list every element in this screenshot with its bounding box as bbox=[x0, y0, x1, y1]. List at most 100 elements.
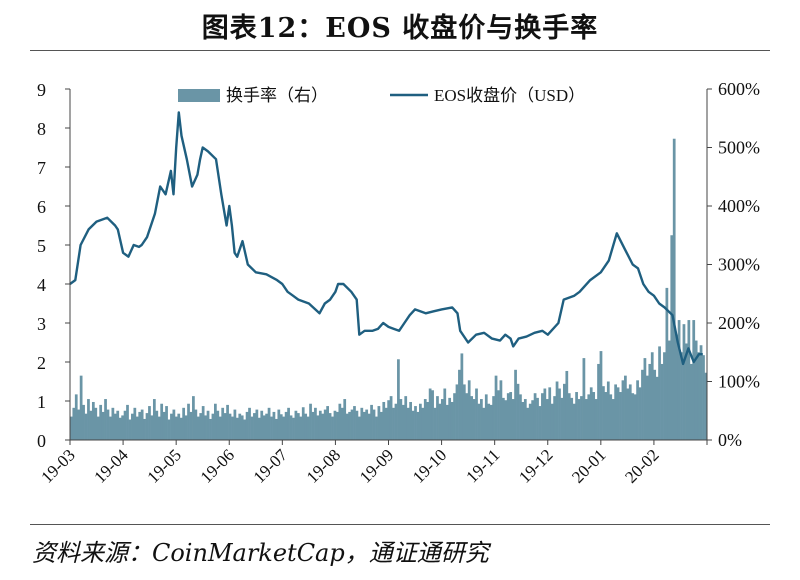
turnover-bar bbox=[536, 397, 539, 440]
turnover-bar bbox=[87, 399, 90, 440]
turnover-bar bbox=[340, 407, 344, 440]
turnover-bar bbox=[370, 404, 373, 440]
turnover-bar bbox=[523, 399, 527, 440]
turnover-bar bbox=[174, 416, 178, 440]
turnover-bar bbox=[260, 410, 264, 440]
turnover-bar bbox=[94, 407, 98, 440]
turnover-bar bbox=[694, 340, 698, 440]
turnover-bar bbox=[392, 407, 395, 440]
left-tick-label: 0 bbox=[37, 431, 46, 451]
turnover-bar bbox=[201, 406, 205, 440]
turnover-bar bbox=[633, 394, 637, 440]
turnover-bar bbox=[243, 419, 247, 440]
turnover-bar bbox=[680, 352, 683, 440]
turnover-bar bbox=[238, 413, 242, 440]
turnover-bar bbox=[145, 413, 149, 440]
turnover-bar bbox=[387, 400, 391, 440]
turnover-bar bbox=[323, 409, 327, 440]
turnover-bar bbox=[279, 414, 283, 440]
turnover-bar bbox=[377, 406, 381, 440]
turnover-bar bbox=[689, 363, 693, 440]
legend: 换手率（右） EOS收盘价（USD） bbox=[178, 86, 585, 105]
turnover-bar bbox=[216, 410, 220, 440]
turnover-bar bbox=[299, 416, 303, 440]
turnover-bar bbox=[250, 416, 254, 440]
x-tick-label: 19-04 bbox=[90, 445, 132, 487]
x-tick-label: 19-12 bbox=[515, 445, 556, 486]
turnover-bar bbox=[143, 418, 146, 440]
turnover-bar bbox=[460, 353, 464, 440]
turnover-bar bbox=[277, 409, 281, 440]
price-line bbox=[69, 111, 703, 366]
turnover-bar bbox=[555, 381, 559, 440]
turnover-bar bbox=[584, 399, 588, 440]
turnover-bar bbox=[675, 334, 679, 440]
turnover-bar bbox=[326, 406, 329, 440]
turnover-bar bbox=[482, 407, 486, 440]
turnover-bar bbox=[170, 413, 173, 440]
turnover-bar bbox=[677, 320, 681, 440]
turnover-bar bbox=[206, 410, 210, 440]
turnover-bar bbox=[365, 409, 369, 440]
turnover-bar bbox=[338, 403, 342, 440]
turnover-bar bbox=[572, 403, 576, 440]
turnover-bar bbox=[465, 393, 469, 440]
turnover-bar bbox=[106, 409, 110, 440]
turnover-bar bbox=[397, 359, 400, 440]
turnover-bar bbox=[96, 416, 100, 440]
turnover-bar bbox=[336, 411, 339, 440]
turnover-bar bbox=[99, 404, 103, 440]
right-tick-label: 0% bbox=[718, 430, 742, 450]
turnover-bar bbox=[624, 375, 627, 440]
legend-label-turnover: 换手率（右） bbox=[226, 86, 328, 105]
turnover-bar bbox=[152, 399, 156, 440]
turnover-bar bbox=[135, 416, 139, 440]
turnover-bar bbox=[543, 388, 547, 440]
turnover-bar bbox=[318, 410, 322, 440]
turnover-bar bbox=[602, 386, 605, 440]
turnover-bar bbox=[343, 399, 347, 440]
turnover-bar bbox=[655, 376, 659, 440]
turnover-bar bbox=[204, 415, 207, 440]
turnover-bar bbox=[645, 375, 649, 440]
turnover-bar bbox=[189, 411, 193, 440]
x-tick-label: 20-01 bbox=[568, 445, 609, 486]
turnover-bar bbox=[636, 380, 639, 440]
turnover-bar bbox=[614, 384, 617, 440]
left-tick-label: 1 bbox=[37, 392, 46, 412]
turnover-bar bbox=[628, 384, 632, 440]
turnover-bar bbox=[658, 346, 661, 440]
turnover-bar bbox=[411, 410, 415, 440]
source-divider bbox=[30, 524, 770, 525]
turnover-bar bbox=[682, 324, 686, 440]
left-tick-label: 3 bbox=[37, 314, 46, 334]
turnover-bar bbox=[165, 406, 168, 440]
turnover-bar bbox=[409, 401, 412, 440]
turnover-bar bbox=[184, 415, 188, 440]
turnover-bar bbox=[70, 416, 73, 440]
turnover-bar bbox=[287, 407, 290, 440]
turnover-bar bbox=[131, 413, 134, 440]
title-divider bbox=[30, 50, 770, 51]
turnover-bar bbox=[416, 411, 420, 440]
turnover-bar bbox=[357, 416, 361, 440]
turnover-bar bbox=[248, 407, 251, 440]
turnover-bar bbox=[301, 407, 305, 440]
turnover-bar bbox=[84, 413, 88, 440]
turnover-bar bbox=[267, 407, 271, 440]
turnover-bar bbox=[438, 403, 442, 440]
turnover-bar bbox=[521, 401, 525, 440]
turnover-bar bbox=[133, 407, 137, 440]
left-tick-label: 4 bbox=[37, 275, 46, 295]
turnover-bar bbox=[372, 409, 376, 440]
turnover-bar bbox=[194, 409, 198, 440]
turnover-bar bbox=[575, 392, 578, 440]
turnover-bar bbox=[72, 407, 76, 440]
turnover-bar bbox=[440, 399, 444, 440]
right-tick-label: 500% bbox=[718, 138, 760, 158]
turnover-bar bbox=[265, 413, 268, 440]
turnover-bar bbox=[609, 394, 613, 440]
turnover-bar bbox=[214, 403, 217, 440]
turnover-bar bbox=[597, 363, 600, 440]
left-tick-label: 5 bbox=[37, 236, 46, 256]
